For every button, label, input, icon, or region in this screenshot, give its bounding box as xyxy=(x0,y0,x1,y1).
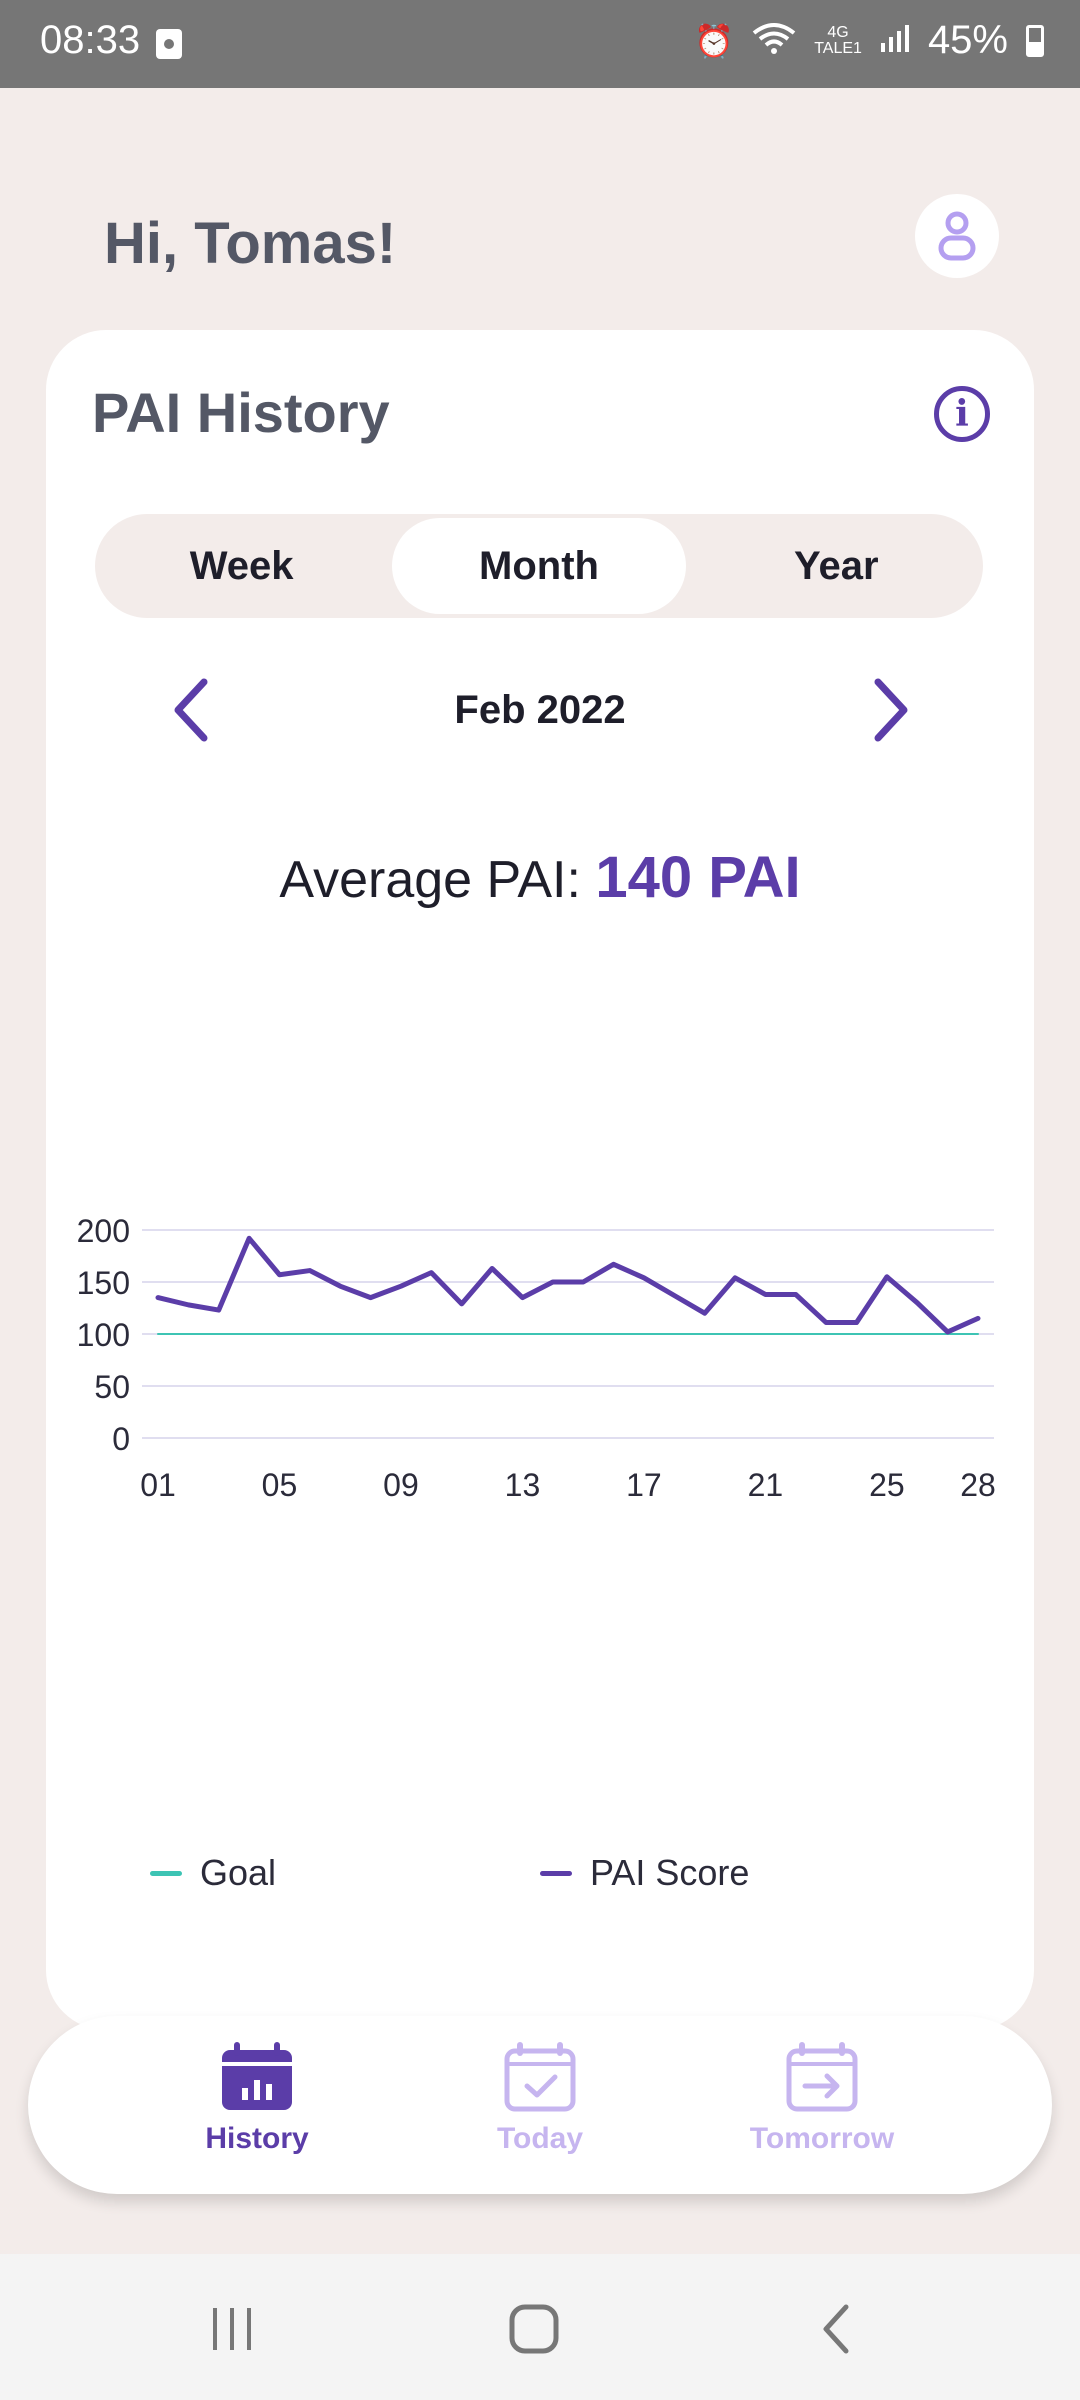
legend-goal-label: Goal xyxy=(200,1852,277,1893)
greeting: Hi, Tomas! xyxy=(104,211,397,276)
network-label: 4G TALE1 xyxy=(814,23,862,57)
user-icon xyxy=(938,211,976,261)
x-tick-label: 13 xyxy=(505,1467,541,1503)
network-type: 4G xyxy=(827,23,849,41)
average-label: Average PAI: xyxy=(279,851,581,909)
y-tick-label: 150 xyxy=(77,1265,130,1301)
x-tick-label: 09 xyxy=(383,1467,419,1503)
legend-pai-swatch xyxy=(540,1870,572,1876)
average-pai: Average PAI: 140 PAI xyxy=(46,844,1034,911)
x-tick-label: 01 xyxy=(140,1467,176,1503)
tab-month[interactable]: Month xyxy=(392,518,686,614)
recent-apps-icon xyxy=(213,2308,251,2350)
y-tick-label: 50 xyxy=(94,1369,130,1405)
y-tick-label: 200 xyxy=(77,1213,130,1249)
x-tick-label: 25 xyxy=(869,1467,905,1503)
nav-history[interactable]: History xyxy=(147,2042,367,2156)
signal-icon xyxy=(880,23,910,58)
battery-icon xyxy=(1026,24,1044,57)
x-tick-label: 21 xyxy=(748,1467,784,1503)
next-period-button[interactable] xyxy=(852,670,932,750)
network-sub: TALE1 xyxy=(814,39,862,57)
status-bar: 08:33 ⏰ 4G TALE1 45% xyxy=(0,0,1080,88)
system-nav-bar xyxy=(0,2254,1080,2400)
y-tick-label: 100 xyxy=(77,1317,130,1353)
period-label: Feb 2022 xyxy=(454,688,626,732)
nav-today[interactable]: Today xyxy=(430,2042,650,2156)
pai-history-card: PAI History i Week Month Year Feb 2022 A… xyxy=(46,330,1034,2030)
home-icon xyxy=(509,2304,559,2354)
calendar-check-icon xyxy=(504,2042,576,2112)
chart-legend: Goal PAI Score xyxy=(46,1852,1034,1912)
chevron-right-icon xyxy=(874,678,908,742)
legend-pai-label: PAI Score xyxy=(590,1852,750,1893)
card-title: PAI History xyxy=(92,381,390,444)
legend-goal-swatch xyxy=(150,1870,182,1876)
alarm-icon: ⏰ xyxy=(694,22,735,59)
legend-goal: Goal xyxy=(150,1852,276,1894)
notification-icon xyxy=(156,29,182,59)
info-button[interactable]: i xyxy=(934,386,990,442)
legend-pai-score: PAI Score xyxy=(540,1852,749,1894)
period-nav: Feb 2022 xyxy=(46,670,1034,750)
status-time: 08:33 xyxy=(40,18,141,62)
chevron-left-icon xyxy=(174,678,208,742)
back-icon xyxy=(823,2304,849,2354)
x-tick-label: 17 xyxy=(626,1467,662,1503)
nav-tomorrow[interactable]: Tomorrow xyxy=(712,2042,932,2156)
period-selector: Week Month Year xyxy=(95,514,983,618)
tab-year[interactable]: Year xyxy=(794,543,879,588)
calendar-arrow-icon xyxy=(786,2042,858,2112)
tab-week[interactable]: Week xyxy=(189,543,294,588)
x-tick-label: 28 xyxy=(960,1467,996,1503)
back-button[interactable] xyxy=(796,2294,876,2364)
battery-percent: 45% xyxy=(927,18,1008,62)
nav-tomorrow-label: Tomorrow xyxy=(749,2122,895,2155)
nav-history-label: History xyxy=(205,2122,309,2155)
average-value: 140 PAI xyxy=(595,845,801,910)
profile-button[interactable] xyxy=(915,194,999,278)
previous-period-button[interactable] xyxy=(150,670,230,750)
nav-today-label: Today xyxy=(496,2122,584,2155)
calendar-chart-icon xyxy=(222,2042,292,2110)
y-tick-label: 0 xyxy=(112,1421,130,1457)
wifi-icon xyxy=(752,21,796,60)
home-button[interactable] xyxy=(494,2294,574,2364)
bottom-nav: History Today Tomorrow xyxy=(28,2016,1052,2194)
pai-score-line xyxy=(155,1235,981,1335)
x-tick-label: 05 xyxy=(262,1467,298,1503)
status-indicators: ⏰ 4G TALE1 45% xyxy=(694,18,1044,63)
recent-apps-button[interactable] xyxy=(192,2294,272,2364)
info-icon: i xyxy=(955,393,969,435)
pai-line-chart: 0 50 100 150 200 01 05 09 13 17 21 25 28 xyxy=(77,1213,996,1503)
